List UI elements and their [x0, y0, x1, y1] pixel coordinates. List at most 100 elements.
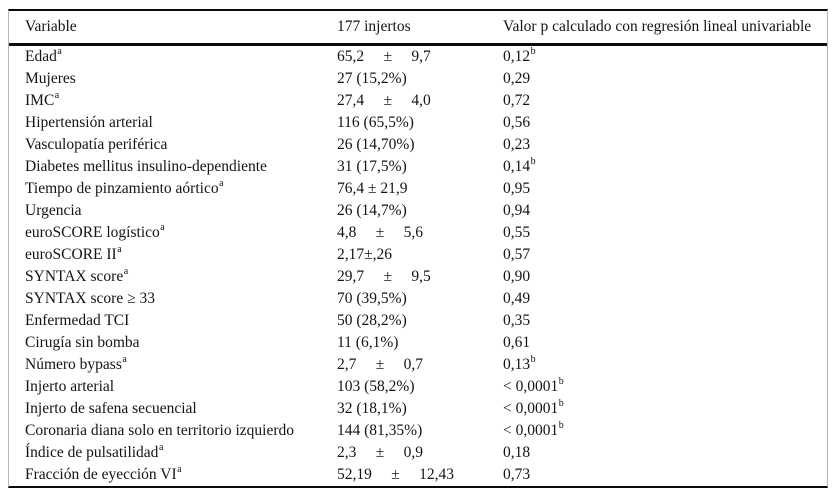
- variable-label: Número bypass: [25, 356, 122, 373]
- variable-label: Edad: [25, 48, 57, 65]
- variable-label: Fracción de eyección VI: [25, 466, 177, 483]
- p-sup: b: [558, 375, 564, 387]
- value-cell: 70 (39,5%): [337, 290, 407, 307]
- p-cell: 0,49: [503, 288, 827, 310]
- p-cell: 0,23: [503, 134, 827, 156]
- p-cell: 0,29: [503, 68, 827, 90]
- p-label: 0,23: [503, 136, 531, 153]
- variable-cell: Coronaria diana solo en territorio izqui…: [9, 420, 337, 442]
- p-cell: 0,55: [503, 222, 827, 244]
- variable-sup: a: [177, 463, 182, 475]
- table-row: Hipertensión arterial 116 (65,5%) 0,56: [9, 112, 827, 134]
- variable-cell: Injerto de safena secuencial: [9, 398, 337, 420]
- p-sup: b: [558, 419, 564, 431]
- p-label: < 0,0001: [503, 378, 559, 395]
- value-cell: 26 (14,7%): [337, 202, 407, 219]
- value-cell: 27,4 ± 4,0: [337, 92, 431, 109]
- p-label: 0,56: [503, 114, 531, 131]
- variable-cell: Índice de pulsatilidada: [9, 442, 337, 464]
- variable-cell: Enfermedad TCI: [9, 310, 337, 332]
- p-cell: 0,73: [503, 464, 827, 486]
- p-cell: 0,13b: [503, 354, 827, 376]
- p-sup: b: [558, 397, 564, 409]
- variable-label: IMC: [25, 92, 55, 109]
- p-sup: b: [530, 155, 536, 167]
- variable-label: euroSCORE II: [25, 246, 117, 263]
- table-row: SYNTAX scorea 29,7 ± 9,5 0,90: [9, 266, 827, 288]
- value-cell: 27 (15,2%): [337, 70, 407, 87]
- variable-label: Mujeres: [25, 70, 76, 87]
- value-cell: 29,7 ± 9,5: [337, 268, 431, 285]
- p-cell: 0,14b: [503, 156, 827, 178]
- variable-sup: a: [160, 221, 165, 233]
- p-cell: < 0,0001b: [503, 376, 827, 398]
- p-label: 0,12: [503, 48, 531, 65]
- value-cell: 76,4 ± 21,9: [337, 180, 408, 197]
- variable-sup: a: [158, 441, 164, 453]
- p-cell: 0,61: [503, 332, 827, 354]
- variable-cell: SYNTAX score ≥ 33: [9, 288, 337, 310]
- variable-label: Hipertensión arterial: [25, 114, 153, 131]
- p-label: < 0,0001: [503, 400, 559, 417]
- column-header-variable: Variable: [25, 18, 77, 35]
- p-label: < 0,0001: [503, 422, 559, 439]
- variable-cell: SYNTAX scorea: [9, 266, 337, 288]
- variable-label: Tiempo de pinzamiento aórtico: [25, 180, 219, 197]
- p-label: 0,29: [503, 70, 531, 87]
- variable-cell: Injerto arterial: [9, 376, 337, 398]
- variable-label: SYNTAX score ≥ 33: [25, 290, 155, 307]
- column-header-injertos: 177 injertos: [337, 18, 411, 35]
- p-label: 0,72: [503, 92, 531, 109]
- p-label: 0,95: [503, 180, 531, 197]
- variable-label: Índice de pulsatilidad: [25, 444, 159, 461]
- table-row: Coronaria diana solo en territorio izqui…: [9, 420, 827, 442]
- variable-label: Cirugía sin bomba: [25, 334, 140, 351]
- value-cell: 2,7 ± 0,7: [337, 356, 424, 373]
- table-row: Tiempo de pinzamiento aórticoa 76,4 ± 21…: [9, 178, 827, 200]
- variable-label: Urgencia: [25, 202, 82, 219]
- table-row: IMCa 27,4 ± 4,0 0,72: [9, 90, 827, 112]
- value-cell: 2,17±,26: [337, 246, 393, 263]
- p-label: 0,94: [503, 202, 531, 219]
- variable-label: SYNTAX score: [25, 268, 124, 285]
- value-cell: 31 (17,5%): [337, 158, 407, 175]
- p-cell: 0,35: [503, 310, 827, 332]
- table-row: Enfermedad TCI 50 (28,2%) 0,35: [9, 310, 827, 332]
- variable-cell: Fracción de eyección VIa: [9, 464, 337, 486]
- p-cell: 0,94: [503, 200, 827, 222]
- variable-sup: a: [122, 353, 127, 365]
- results-table: Variable 177 injertos Valor p calculado …: [8, 9, 828, 488]
- variable-label: Diabetes mellitus insulino-dependiente: [25, 158, 267, 175]
- p-cell: 0,18: [503, 442, 827, 464]
- variable-sup: a: [219, 177, 224, 189]
- variable-label: Coronaria diana solo en territorio izqui…: [25, 422, 295, 439]
- variable-cell: Hipertensión arterial: [9, 112, 337, 134]
- value-cell: 144 (81,35%): [337, 422, 423, 439]
- p-cell: 0,72: [503, 90, 827, 112]
- value-cell: 103 (58,2%): [337, 378, 415, 395]
- variable-cell: Edada: [9, 46, 337, 68]
- value-cell: 2,3 ± 0,9: [337, 444, 424, 461]
- p-cell: 0,56: [503, 112, 827, 134]
- table-body: Edada 65,2 ± 9,7 0,12b Mujeres 27 (15,2%…: [9, 46, 827, 486]
- table-row: Urgencia 26 (14,7%) 0,94: [9, 200, 827, 222]
- variable-label: Injerto arterial: [25, 378, 115, 395]
- value-cell: 52,19 ± 12,43: [337, 466, 455, 483]
- table-row: Número bypassa 2,7 ± 0,7 0,13b: [9, 354, 827, 376]
- p-cell: 0,57: [503, 244, 827, 266]
- table-row: Injerto de safena secuencial 32 (18,1%) …: [9, 398, 827, 420]
- table-row: euroSCORE logísticoa 4,8 ± 5,6 0,55: [9, 222, 827, 244]
- variable-cell: Vasculopatía periférica: [9, 134, 337, 156]
- value-cell: 4,8 ± 5,6: [337, 224, 424, 241]
- column-header-pvalue: Valor p calculado con regresión lineal u…: [503, 18, 812, 35]
- variable-cell: Tiempo de pinzamiento aórticoa: [9, 178, 337, 200]
- value-cell: 11 (6,1%): [337, 334, 399, 351]
- table-row: SYNTAX score ≥ 33 70 (39,5%) 0,49: [9, 288, 827, 310]
- p-label: 0,90: [503, 268, 531, 285]
- p-cell: 0,12b: [503, 46, 827, 68]
- p-label: 0,13: [503, 356, 531, 373]
- variable-sup: a: [54, 89, 60, 101]
- p-sup: b: [530, 45, 536, 57]
- variable-label: Injerto de safena secuencial: [25, 400, 197, 417]
- variable-cell: Urgencia: [9, 200, 337, 222]
